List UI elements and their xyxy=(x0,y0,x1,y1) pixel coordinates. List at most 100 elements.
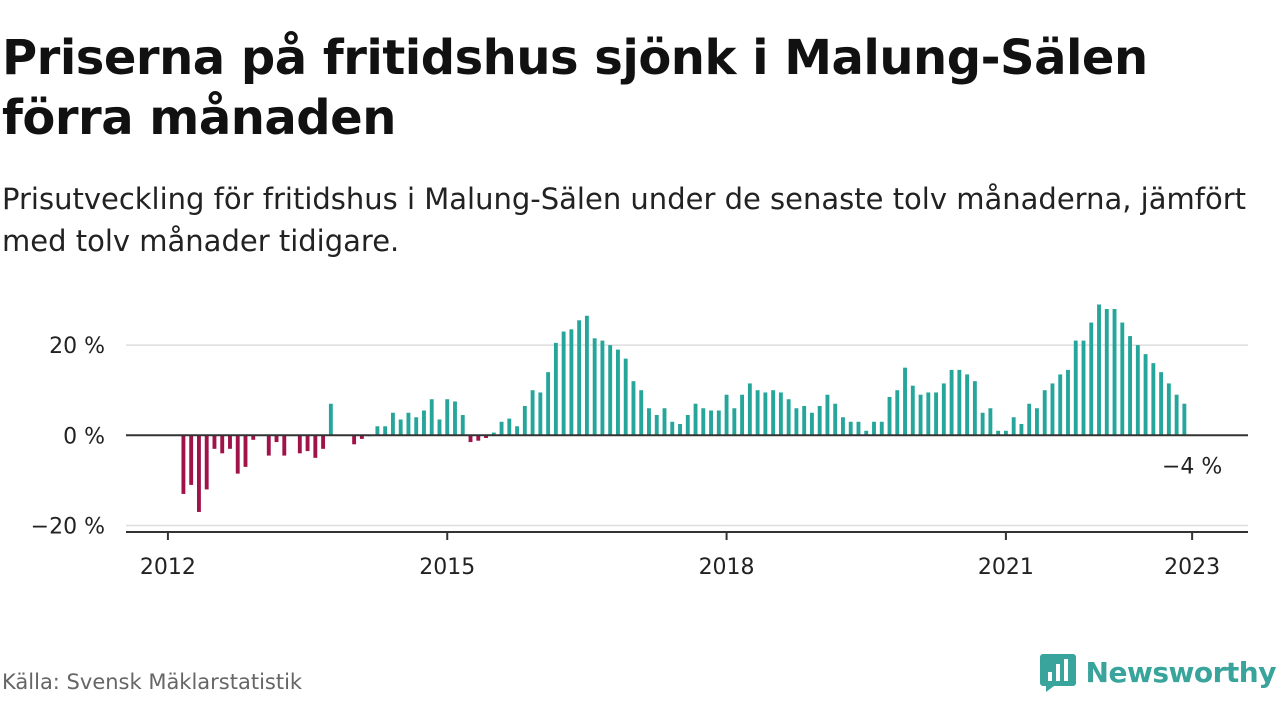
bar xyxy=(212,435,217,449)
bar xyxy=(584,315,589,436)
bar xyxy=(631,381,636,436)
bar xyxy=(546,372,551,436)
bar xyxy=(965,374,970,436)
bar xyxy=(763,392,768,436)
bar xyxy=(662,408,667,436)
bar xyxy=(1011,417,1016,436)
bar xyxy=(716,410,721,436)
bar xyxy=(802,405,807,436)
brand-name: Newsworthy xyxy=(1085,655,1277,689)
bar xyxy=(1035,408,1039,436)
bar xyxy=(957,369,962,436)
bar xyxy=(1066,369,1070,436)
bar xyxy=(1019,424,1024,436)
brand-logo[interactable]: Newsworthy xyxy=(1039,652,1277,692)
bar xyxy=(305,435,310,452)
bar xyxy=(1089,322,1094,436)
bar xyxy=(639,390,644,436)
bar xyxy=(903,367,907,436)
bar xyxy=(522,405,527,436)
bar xyxy=(460,415,465,436)
bar xyxy=(1159,372,1164,436)
bar xyxy=(1174,394,1179,436)
bar xyxy=(616,349,620,436)
bar xyxy=(1003,430,1008,436)
chart-title: Priserna på fritidshus sjönk i Malung-Sä… xyxy=(2,30,1148,146)
bar xyxy=(864,430,869,436)
bar xyxy=(437,419,442,436)
bar xyxy=(484,435,488,438)
bar xyxy=(879,421,884,436)
bar xyxy=(274,435,279,443)
bar xyxy=(980,412,985,436)
x-tick-label: 2021 xyxy=(978,555,1034,580)
bar xyxy=(926,392,931,436)
bar xyxy=(515,426,520,436)
bar xyxy=(949,369,954,436)
bar xyxy=(189,435,194,485)
bar xyxy=(709,410,713,436)
bar xyxy=(778,392,783,436)
bar xyxy=(235,435,240,474)
y-tick-label: 0 % xyxy=(63,424,105,449)
bar xyxy=(375,426,380,436)
bar xyxy=(825,394,830,436)
bar xyxy=(1135,345,1140,436)
bar xyxy=(934,392,939,436)
bar xyxy=(685,415,690,436)
bar xyxy=(996,430,1001,436)
bar xyxy=(1042,390,1047,436)
chart-subtitle: Prisutveckling för fritidshus i Malung-S… xyxy=(2,182,1246,258)
bar xyxy=(569,329,574,436)
bar xyxy=(538,392,543,436)
bar xyxy=(453,401,457,436)
bar xyxy=(468,435,473,443)
bar xyxy=(282,435,287,456)
bar xyxy=(243,435,248,467)
bar xyxy=(204,435,209,490)
bar xyxy=(1073,340,1078,436)
bar xyxy=(771,390,776,436)
bar xyxy=(321,435,326,449)
bar xyxy=(623,358,628,436)
bar xyxy=(887,396,892,436)
bar xyxy=(1097,304,1101,436)
bar xyxy=(941,383,946,436)
bar xyxy=(817,405,822,436)
bar xyxy=(561,331,566,436)
bar xyxy=(266,435,271,456)
bar xyxy=(577,320,582,436)
bar xyxy=(794,408,799,436)
x-tick-label: 2018 xyxy=(699,555,755,580)
bar xyxy=(507,418,512,436)
bar xyxy=(647,408,651,436)
bar xyxy=(429,399,434,436)
bar xyxy=(988,408,993,436)
bar xyxy=(228,435,232,449)
bar xyxy=(1151,363,1156,436)
bar xyxy=(1058,374,1063,436)
bar xyxy=(1081,340,1086,436)
bar xyxy=(732,408,737,436)
source-note: Källa: Svensk Mäklarstatistik xyxy=(2,670,303,694)
bar xyxy=(220,435,225,454)
bar xyxy=(414,417,419,436)
bar xyxy=(592,338,597,436)
bar xyxy=(895,390,900,436)
bar xyxy=(972,381,977,436)
bar xyxy=(181,435,186,494)
bar xyxy=(786,399,791,436)
bar xyxy=(678,424,682,436)
y-tick-label: −20 % xyxy=(31,514,105,539)
bar xyxy=(724,394,729,436)
bar xyxy=(445,399,450,436)
bar xyxy=(608,345,613,436)
bar xyxy=(1182,403,1187,436)
bar xyxy=(755,390,760,436)
bar-chart-logo-icon xyxy=(1039,654,1076,692)
bar xyxy=(491,432,496,436)
bar xyxy=(197,435,201,512)
bar xyxy=(1050,383,1055,436)
bar xyxy=(499,421,504,436)
bar xyxy=(856,421,861,436)
